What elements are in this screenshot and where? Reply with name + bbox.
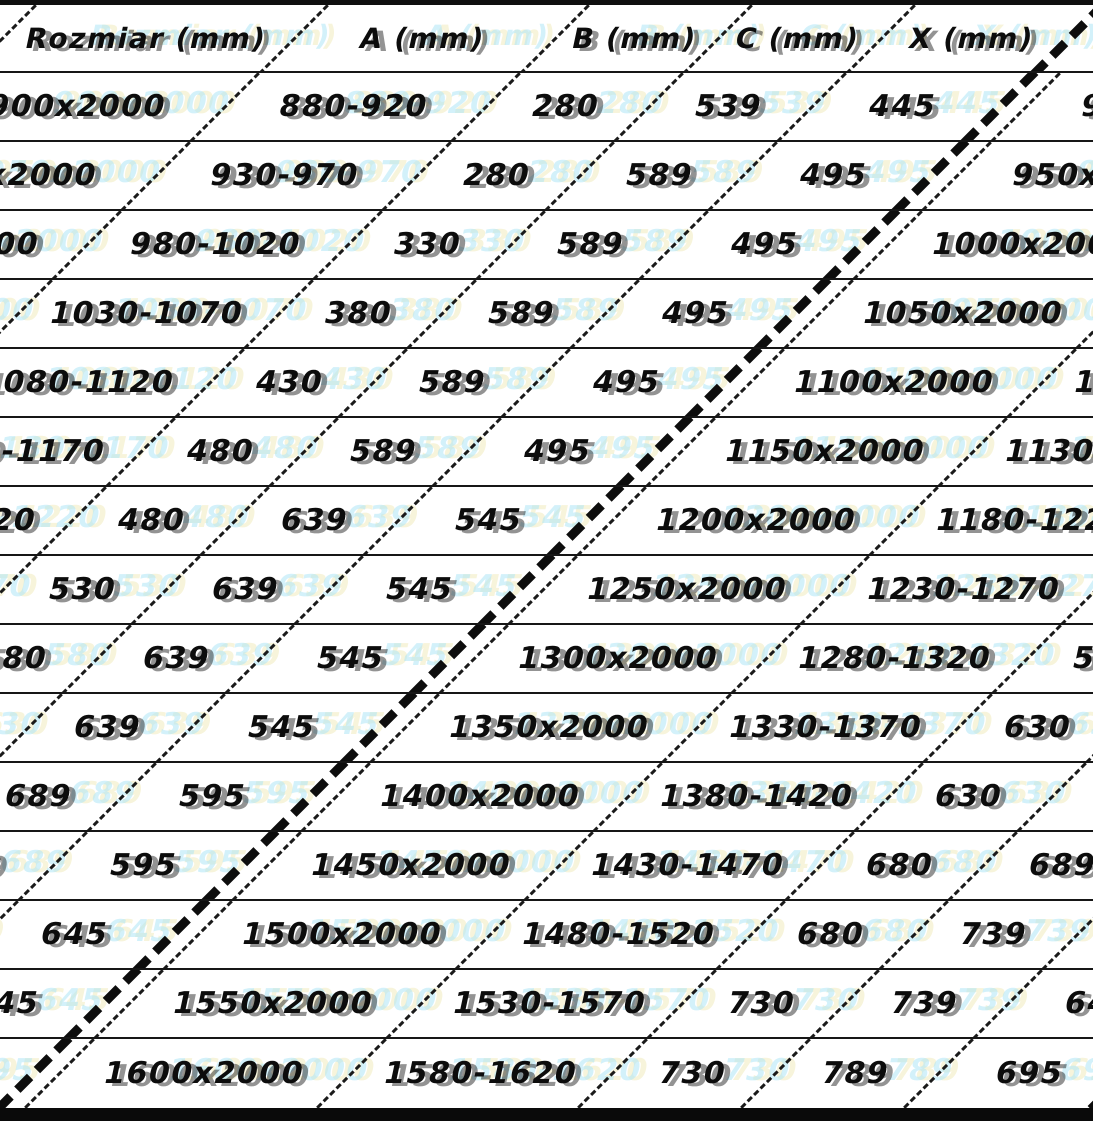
table-body: 900x2000 880-920 280 539 445 900x2000 88… — [0, 73, 1093, 1108]
table-row: 1350x2000 1330-1370 630 639 545 1350x200… — [0, 694, 1093, 763]
cell-a: 880-920 — [275, 89, 432, 124]
row-strip: 950x2000 930-970 280 589 495 — [0, 142, 970, 209]
row-strip: 1200x2000 1180-1220 480 639 545 — [0, 487, 625, 554]
row-strip: 1500x2000 1480-1520 680 739 645 — [0, 901, 211, 968]
row-strip: 1300x2000 1280-1320 580 639 545 — [0, 625, 487, 692]
cell-rozmiar: 1100x2000 — [790, 365, 998, 400]
cell-rozmiar: 1450x2000 — [307, 848, 515, 883]
row-strip: 1000x2000 980-1020 330 589 495 — [852, 211, 1093, 278]
table-row: 1550x2000 1530-1570 730 739 645 1550x200… — [0, 970, 1093, 1039]
cell-rozmiar: 1550x2000 — [169, 986, 377, 1021]
row-strip: 1350x2000 1330-1370 630 639 545 — [369, 694, 1093, 761]
cell-b: 580 — [0, 641, 51, 676]
cell-a: 1280-1320 — [794, 641, 995, 676]
row-strip: 1200x2000 1180-1220 480 639 545 — [576, 487, 1093, 554]
cell-rozmiar: 1300x2000 — [514, 641, 722, 676]
cell-a: 1130-1170 — [1001, 434, 1093, 469]
row-strip: 1600x2000 1580-1620 730 789 695 — [0, 1039, 73, 1108]
row-strip: 900x2000 880-920 280 539 445 — [990, 73, 1093, 140]
row-strip: 1400x2000 1380-1420 630 689 595 — [300, 763, 1093, 830]
cell-x: 645 — [1061, 986, 1093, 1021]
cell-a: 1430-1470 — [587, 848, 788, 883]
header-strip: Rozmiar (mm) A (mm) B (mm) C (mm) X (mm) — [0, 5, 1093, 71]
cell-c: 689 — [1025, 848, 1093, 883]
cell-b: 730 — [655, 1056, 730, 1091]
cell-rozmiar: 1400x2000 — [376, 779, 584, 814]
row-strip: 1600x2000 1580-1620 730 789 695 — [24, 1039, 1093, 1108]
row-strip: 1350x2000 1330-1370 630 639 545 — [0, 694, 418, 761]
table-row: 1600x2000 1580-1620 730 789 695 1600x200… — [0, 1039, 1093, 1108]
table-row: 1300x2000 1280-1320 580 639 545 1300x200… — [0, 625, 1093, 694]
cell-rozmiar: 950x2000 — [1008, 158, 1093, 193]
row-strip: 1050x2000 1030-1070 380 589 495 — [0, 280, 832, 347]
table-row: 1250x2000 1230-1270 530 639 545 1250x200… — [0, 556, 1093, 625]
row-strip: 1000x2000 980-1020 330 589 495 — [0, 211, 901, 278]
row-strip: 1250x2000 1230-1270 530 639 545 — [0, 556, 556, 623]
row-strip: 1550x2000 1530-1570 730 739 645 — [93, 970, 1093, 1037]
cell-x: 695 — [992, 1056, 1067, 1091]
table-row: 1400x2000 1380-1420 630 689 595 1400x200… — [0, 763, 1093, 832]
table-row: 1050x2000 1030-1070 380 589 495 1050x200… — [0, 280, 1093, 349]
cell-b: 630 — [1000, 710, 1075, 745]
cell-x: 645 — [0, 986, 43, 1021]
table-row: 1450x2000 1430-1470 680 689 595 1450x200… — [0, 832, 1093, 901]
table-row: 1200x2000 1180-1220 480 639 545 1200x200… — [0, 487, 1093, 556]
cell-rozmiar: 950x2000 — [0, 158, 101, 193]
row-strip: 1050x2000 1030-1070 380 589 495 — [783, 280, 1093, 347]
row-strip: 1450x2000 1430-1470 680 689 595 — [231, 832, 1093, 899]
row-strip: 1150x2000 1130-1170 480 589 495 — [645, 418, 1093, 485]
row-strip: 1450x2000 1430-1470 680 689 595 — [0, 832, 280, 899]
cell-a: 1230-1270 — [863, 572, 1064, 607]
table-row: 900x2000 880-920 280 539 445 900x2000 88… — [0, 73, 1093, 142]
cell-rozmiar: 900x2000 — [0, 89, 170, 124]
table-row: 950x2000 930-970 280 589 495 950x2000 93… — [0, 142, 1093, 211]
table-row: 1150x2000 1130-1170 480 589 495 1150x200… — [0, 418, 1093, 487]
row-strip: 1300x2000 1280-1320 580 639 545 — [438, 625, 1093, 692]
cell-rozmiar: 1050x2000 — [859, 296, 1067, 331]
row-strip: 950x2000 930-970 280 589 495 — [921, 142, 1093, 209]
cell-a: 1530-1570 — [449, 986, 650, 1021]
cell-a: 1080-1120 — [0, 365, 178, 400]
row-strip: 1100x2000 1080-1120 430 589 495 — [714, 349, 1093, 416]
cell-a: 1380-1420 — [656, 779, 857, 814]
row-strip: 1500x2000 1480-1520 680 739 645 — [162, 901, 1093, 968]
cell-rozmiar: 1150x2000 — [721, 434, 929, 469]
cell-rozmiar: 1250x2000 — [583, 572, 791, 607]
table-header-row: Rozmiar (mm) A (mm) B (mm) C (mm) X (mm) — [0, 5, 1093, 73]
cell-a: 930-970 — [206, 158, 363, 193]
row-strip: 1250x2000 1230-1270 530 639 545 — [507, 556, 1093, 623]
cell-c: 689 — [1, 779, 76, 814]
header-cell-rozmiar: Rozmiar (mm) — [22, 21, 270, 55]
cell-a: 1030-1070 — [46, 296, 247, 331]
cell-rozmiar: 1200x2000 — [652, 503, 860, 538]
cell-a: 980-1020 — [126, 227, 305, 262]
cell-a: 1330-1370 — [725, 710, 926, 745]
table-row: 1000x2000 980-1020 330 589 495 1000x2000… — [0, 211, 1093, 280]
row-strip: 1150x2000 1130-1170 480 589 495 — [0, 418, 694, 485]
header-cell-a: A (mm) — [356, 21, 489, 55]
row-strip: 1400x2000 1380-1420 630 689 595 — [0, 763, 349, 830]
cell-a: 1580-1620 — [380, 1056, 581, 1091]
cell-c: 789 — [818, 1056, 893, 1091]
cell-a: 1480-1520 — [518, 917, 719, 952]
table-row: 1500x2000 1480-1520 680 739 645 1500x200… — [0, 901, 1093, 970]
cell-rozmiar: 1000x2000 — [0, 227, 43, 262]
cell-rozmiar: 1600x2000 — [100, 1056, 308, 1091]
row-strip: 900x2000 880-920 280 539 445 — [0, 73, 1039, 140]
cell-a: 1130-1170 — [0, 434, 109, 469]
table-row: 1100x2000 1080-1120 430 589 495 1100x200… — [0, 349, 1093, 418]
cell-rozmiar: 1500x2000 — [238, 917, 446, 952]
row-strip: 1100x2000 1080-1120 430 589 495 — [0, 349, 763, 416]
cell-rozmiar: 1350x2000 — [445, 710, 653, 745]
